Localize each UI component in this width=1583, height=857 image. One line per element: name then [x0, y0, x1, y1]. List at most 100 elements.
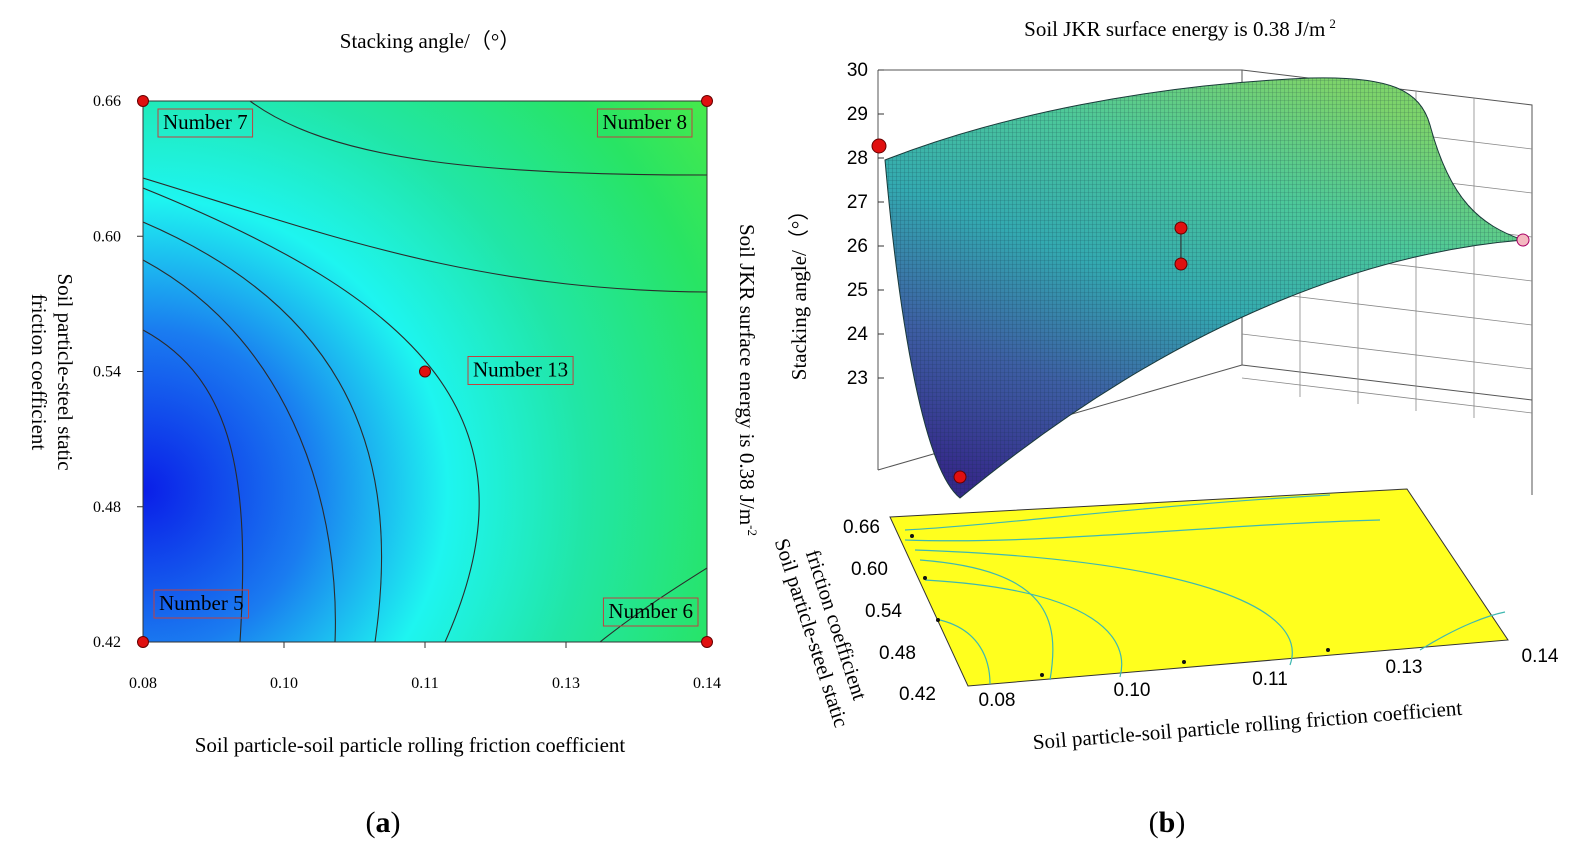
y-tick-label: 0.66 — [843, 517, 880, 538]
z-tick-label: 26 — [847, 236, 868, 257]
y-tick-label: 0.42 — [93, 634, 121, 651]
contour-line — [599, 567, 707, 642]
design-point-box — [467, 356, 574, 385]
x-tick-label: 0.14 — [693, 675, 721, 692]
design-point-marker — [701, 95, 713, 107]
panel-a-letter: a — [376, 806, 391, 839]
z-tick-label: 24 — [847, 324, 869, 345]
design-point-label: Number 13 — [473, 358, 568, 382]
right-label-text: Soil JKR surface energy is 0.38 J/m — [735, 224, 759, 525]
marker-number-5 — [953, 470, 967, 484]
design-point-box — [157, 108, 254, 138]
design-point-label: Number 8 — [602, 110, 687, 134]
panel-a-x-axis: 0.08 0.10 0.11 0.13 0.14 — [129, 642, 721, 692]
floor-tick — [1040, 673, 1044, 677]
x-tick-label: 0.11 — [411, 675, 438, 692]
x-tick-label: 0.08 — [129, 675, 157, 692]
contour-line — [143, 221, 383, 642]
floor-contour-line — [919, 559, 1054, 681]
panel-b-letter: b — [1159, 806, 1176, 839]
z-tick-label: 29 — [847, 104, 868, 125]
floor-contour-line — [924, 579, 1123, 678]
contour-lines — [143, 101, 707, 642]
panel-b-z-label: Stacking angle/（°） — [787, 200, 811, 380]
panel-a-y-label-line1: Soil particle-steel static — [53, 273, 77, 470]
floor-contours — [904, 494, 1506, 685]
panel-a-title: Stacking angle/（°） — [340, 29, 520, 53]
design-point-box — [596, 108, 693, 138]
back-grid-line — [1241, 333, 1533, 370]
y-tick-label: 0.48 — [93, 499, 121, 516]
x-tick-label: 0.10 — [1114, 680, 1151, 701]
x-tick-label: 0.10 — [270, 675, 298, 692]
panel-a-contour: Stacking angle/（°） 0.420.480.540.600.66 … — [27, 29, 760, 839]
floor-tick — [936, 618, 940, 622]
design-point-marker — [701, 636, 713, 648]
contour-line — [143, 329, 244, 642]
contour-line — [143, 177, 707, 293]
panel-b-x-axis: 0.08 0.10 0.11 0.13 0.14 — [979, 646, 1559, 711]
floor-tick — [1326, 648, 1330, 652]
panel-a-y-label: Soil particle-steel static friction coef… — [27, 273, 77, 470]
y-tick-label: 0.60 — [93, 228, 121, 245]
marker-number-7 — [871, 138, 887, 154]
design-point-label: Number 6 — [608, 599, 693, 623]
floor-tick — [1182, 660, 1186, 664]
y-tick-label: 0.54 — [93, 364, 121, 381]
marker-number-13-b — [1174, 257, 1188, 271]
x-tick-label: 0.13 — [552, 675, 580, 692]
panel-a-x-label: Soil particle-soil particle rolling fric… — [195, 733, 626, 757]
floor-contour-line — [914, 549, 1293, 666]
panel-b-x-label: Soil particle-soil particle rolling fric… — [1032, 696, 1463, 754]
floor-tick — [923, 576, 927, 580]
marker-number-13-a — [1174, 221, 1188, 235]
svg-text:Soil JKR surface energy is 0.3: Soil JKR surface energy is 0.38 J/m-2 — [735, 224, 760, 536]
panel-b-title: Soil JKR surface energy is 0.38 J/m 2 — [1024, 16, 1336, 41]
design-point-box — [153, 589, 250, 619]
panel-b-y-label: Soil particle-steel static friction coef… — [770, 535, 872, 730]
y-tick-label: 0.60 — [851, 559, 888, 580]
z-tick-label: 30 — [847, 60, 868, 81]
design-point-label: Number 5 — [159, 591, 244, 615]
design-point-label: Number 7 — [163, 110, 248, 134]
contour-line — [143, 259, 336, 642]
floor-contour-line — [904, 494, 1331, 531]
design-point-box — [602, 597, 699, 627]
surface-outline — [884, 77, 1524, 499]
y-tick-label: 0.54 — [865, 601, 902, 622]
z-tick-label: 23 — [847, 368, 868, 389]
surface-mesh — [885, 77, 1523, 498]
design-point-marker — [137, 95, 149, 107]
back-grid-line — [1241, 377, 1533, 414]
panel-a-y-axis: 0.42 0.48 0.54 0.60 0.66 — [93, 93, 143, 651]
panel-a-y-label-line2: friction coefficient — [27, 294, 51, 451]
contour-line — [143, 187, 480, 642]
right-label-sup: -2 — [745, 525, 760, 536]
z-tick-label: 28 — [847, 148, 868, 169]
box-floor-edge — [1241, 364, 1533, 401]
x-tick-label: 0.14 — [1522, 646, 1559, 667]
design-points: Number 7 Number 8 Number 13 Number 5 Number … — [137, 95, 713, 648]
panel-a-label: (a) — [366, 806, 401, 839]
panel-b-y-axis: 0.42 0.48 0.54 0.60 0.66 — [843, 517, 936, 705]
panel-b-surface: Soil JKR surface energy is 0.38 J/m 2 — [770, 16, 1559, 839]
floor-contour-line — [939, 619, 991, 685]
floor-contour-line — [1419, 611, 1506, 651]
panel-b-title-sup: 2 — [1329, 16, 1336, 31]
y-tick-label: 0.48 — [879, 643, 916, 664]
x-tick-label: 0.11 — [1252, 669, 1288, 690]
panel-a-right-label: Soil JKR surface energy is 0.38 J/m-2 — [735, 224, 760, 536]
panel-b-title-text: Soil JKR surface energy is 0.38 J/m — [1024, 17, 1325, 41]
z-tick-label: 25 — [847, 280, 868, 301]
floor-tick — [910, 534, 914, 538]
floor-contour-line — [904, 519, 1381, 542]
floor-ticks — [910, 534, 1330, 677]
design-point-marker — [137, 636, 149, 648]
y-tick-label: 0.66 — [93, 93, 121, 110]
panel-b-label: (b) — [1149, 806, 1186, 839]
marker-number-6 — [1516, 233, 1530, 247]
x-tick-label: 0.13 — [1386, 657, 1423, 678]
panel-b-z-axis: 23 24 25 26 27 28 29 30 — [847, 60, 884, 389]
contour-line — [249, 101, 707, 176]
